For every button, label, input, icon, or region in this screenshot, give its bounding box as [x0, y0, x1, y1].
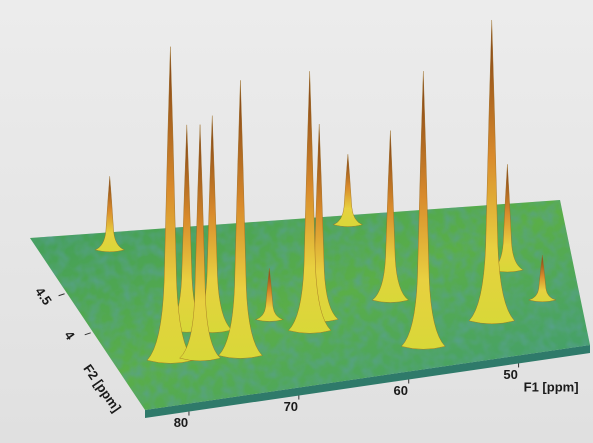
x-axis-label: F1 [ppm]	[524, 380, 579, 395]
x-tick-label: 80	[174, 415, 188, 430]
chart: 807060504.54F2 [ppm]F1 [ppm]	[0, 0, 593, 443]
x-tick-label: 60	[393, 383, 407, 398]
x-tick-label: 70	[284, 399, 298, 414]
x-tick-label: 50	[503, 367, 517, 382]
